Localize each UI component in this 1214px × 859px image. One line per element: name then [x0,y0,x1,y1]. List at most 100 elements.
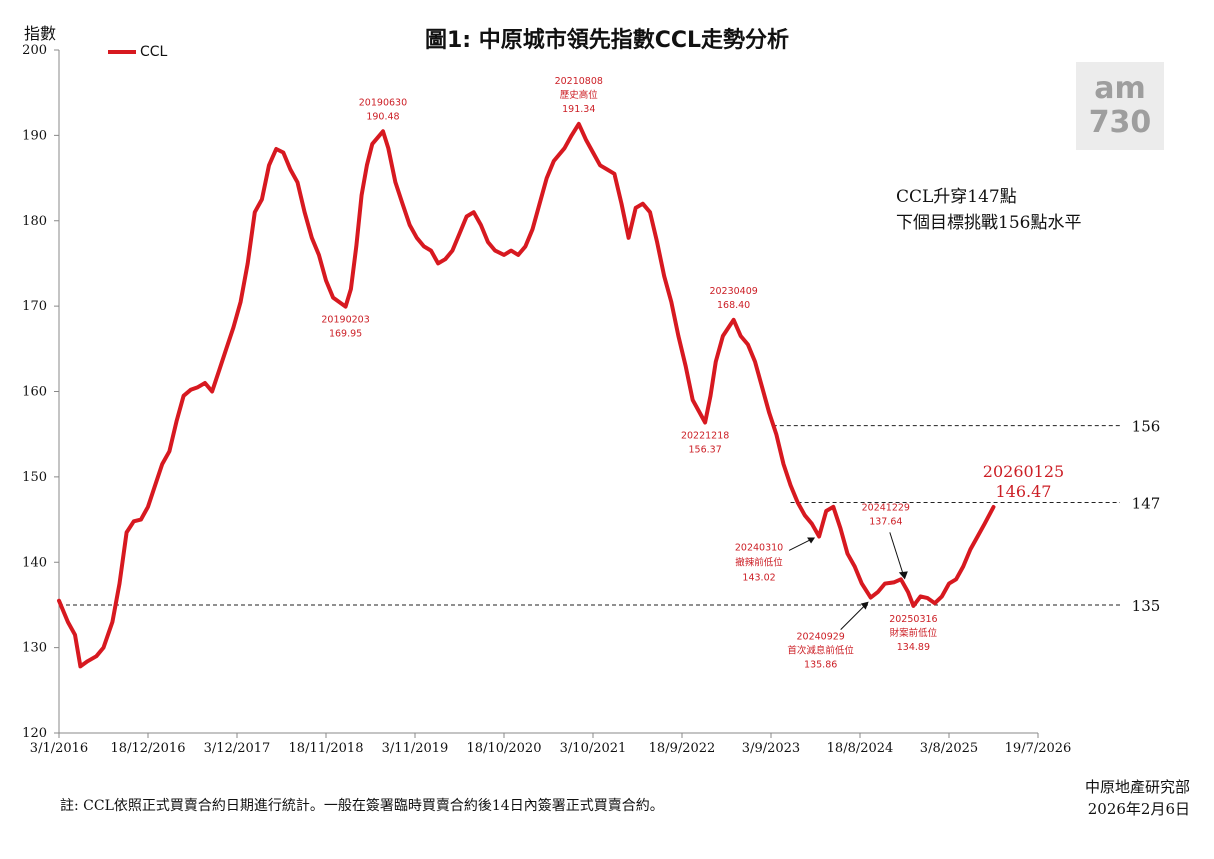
data-point [538,202,541,205]
data-point [365,164,369,167]
y-tick-label: 160 [22,385,47,400]
annotation-text: 撤辣前低位 [735,556,783,568]
data-point [641,202,644,205]
annotation-text: 134.89 [897,642,930,653]
annotation-text: 20241229 [862,502,910,513]
data-point [196,386,199,389]
annotation-20210808: 20210808 歷史高位 191.34 [555,76,603,115]
annotation-arrow [889,532,905,577]
series-line-ccl [57,121,996,669]
data-point [102,646,105,649]
x-tick-label: 18/11/2018 [289,741,364,756]
data-point [182,394,185,397]
data-point [714,360,717,363]
data-point [992,505,995,509]
callout-text: CCL升穿147點 下個目標挑戰156點水平 [896,184,1081,236]
data-point [670,300,673,304]
data-point [648,211,652,214]
data-point [246,262,249,265]
data-point [552,159,555,163]
data-point [531,228,534,231]
annotation-arrow [840,603,868,630]
annotation-20190630: 20190630 190.48 [359,97,407,122]
data-point [161,462,164,466]
reference-label-147: 147 [1132,494,1161,512]
source-org: 中原地產研究部 [1084,778,1190,796]
footnote: 註: CCL依照正式買賣合約日期進行統計。一般在簽署臨時買賣合約後14日內簽署正… [60,798,664,814]
data-point [267,164,271,167]
annotation-text: 20260125 [983,462,1064,481]
data-point [349,287,353,291]
data-point [253,211,256,214]
data-point [324,279,328,282]
legend-swatch [108,50,136,54]
data-point [947,582,951,585]
data-point [282,151,285,154]
data-point [598,164,602,167]
annotation-text: 歷史高位 [560,89,599,101]
data-point [296,181,299,184]
annotation-20230409: 20230409 168.40 [709,286,757,311]
data-point [760,386,764,389]
data-point [153,484,157,487]
data-point [663,275,666,278]
x-tick-label: 3/12/2017 [204,741,271,756]
data-point [883,582,887,585]
data-point [66,620,70,624]
data-point [203,381,207,385]
data-point [218,369,221,372]
callout-line1: CCL升穿147點 [896,187,1017,207]
annotation-text: 143.02 [742,572,775,583]
watermark-line2: 730 [1088,105,1152,140]
x-tick-label: 18/8/2024 [827,741,894,756]
data-point [394,181,397,184]
data-point [591,151,595,154]
data-point [709,394,712,397]
x-tick-label: 3/10/2021 [560,741,627,756]
legend: CCL [108,44,167,60]
data-point [892,581,895,584]
data-point [732,318,735,321]
annotation-text: 20250316 [889,614,937,625]
y-tick-label: 190 [22,128,47,143]
reference-label-156: 156 [1132,418,1161,436]
data-point [768,411,771,414]
data-point [906,590,910,594]
data-point [703,421,707,424]
reference-lines: 156 147 135 [59,418,1160,615]
callout-line2: 下個目標挑戰156點水平 [896,213,1082,233]
annotation-text: 135.86 [804,660,837,671]
data-point [796,501,799,504]
data-point [331,296,335,299]
y-tick-label: 140 [22,555,47,570]
reference-label-135: 135 [1132,597,1161,615]
data-point [876,590,879,594]
data-point [502,253,506,257]
data-point [912,604,915,608]
annotation-text: 146.47 [996,482,1052,501]
chart-title: 圖1: 中原城市領先指數CCL走勢分析 [424,28,790,53]
x-tick-label: 3/9/2023 [742,741,800,756]
data-point [429,249,433,252]
data-point [570,134,573,137]
data-point [260,198,264,201]
data-point [684,364,687,368]
x-tick-label: 18/10/2020 [467,741,542,756]
annotation-text: 財案前低位 [890,627,938,639]
axes: 120 130 140 150 160 170 180 190 200 3/1/2016 18/12… [22,43,1071,756]
data-point [817,535,821,538]
data-point [371,142,374,146]
annotation-arrowhead [860,601,869,610]
annotation-20221218: 20221218 156.37 [681,430,729,455]
annotation-20250316: 20250316 財案前低位 134.89 [889,614,937,653]
data-point [810,522,814,525]
data-point [175,420,178,423]
annotation-text: 20190630 [359,97,407,108]
data-point [691,398,694,402]
data-point [983,522,986,525]
data-point [803,514,806,517]
annotation-text: 首次減息前低位 [787,645,854,657]
data-point [584,138,588,141]
